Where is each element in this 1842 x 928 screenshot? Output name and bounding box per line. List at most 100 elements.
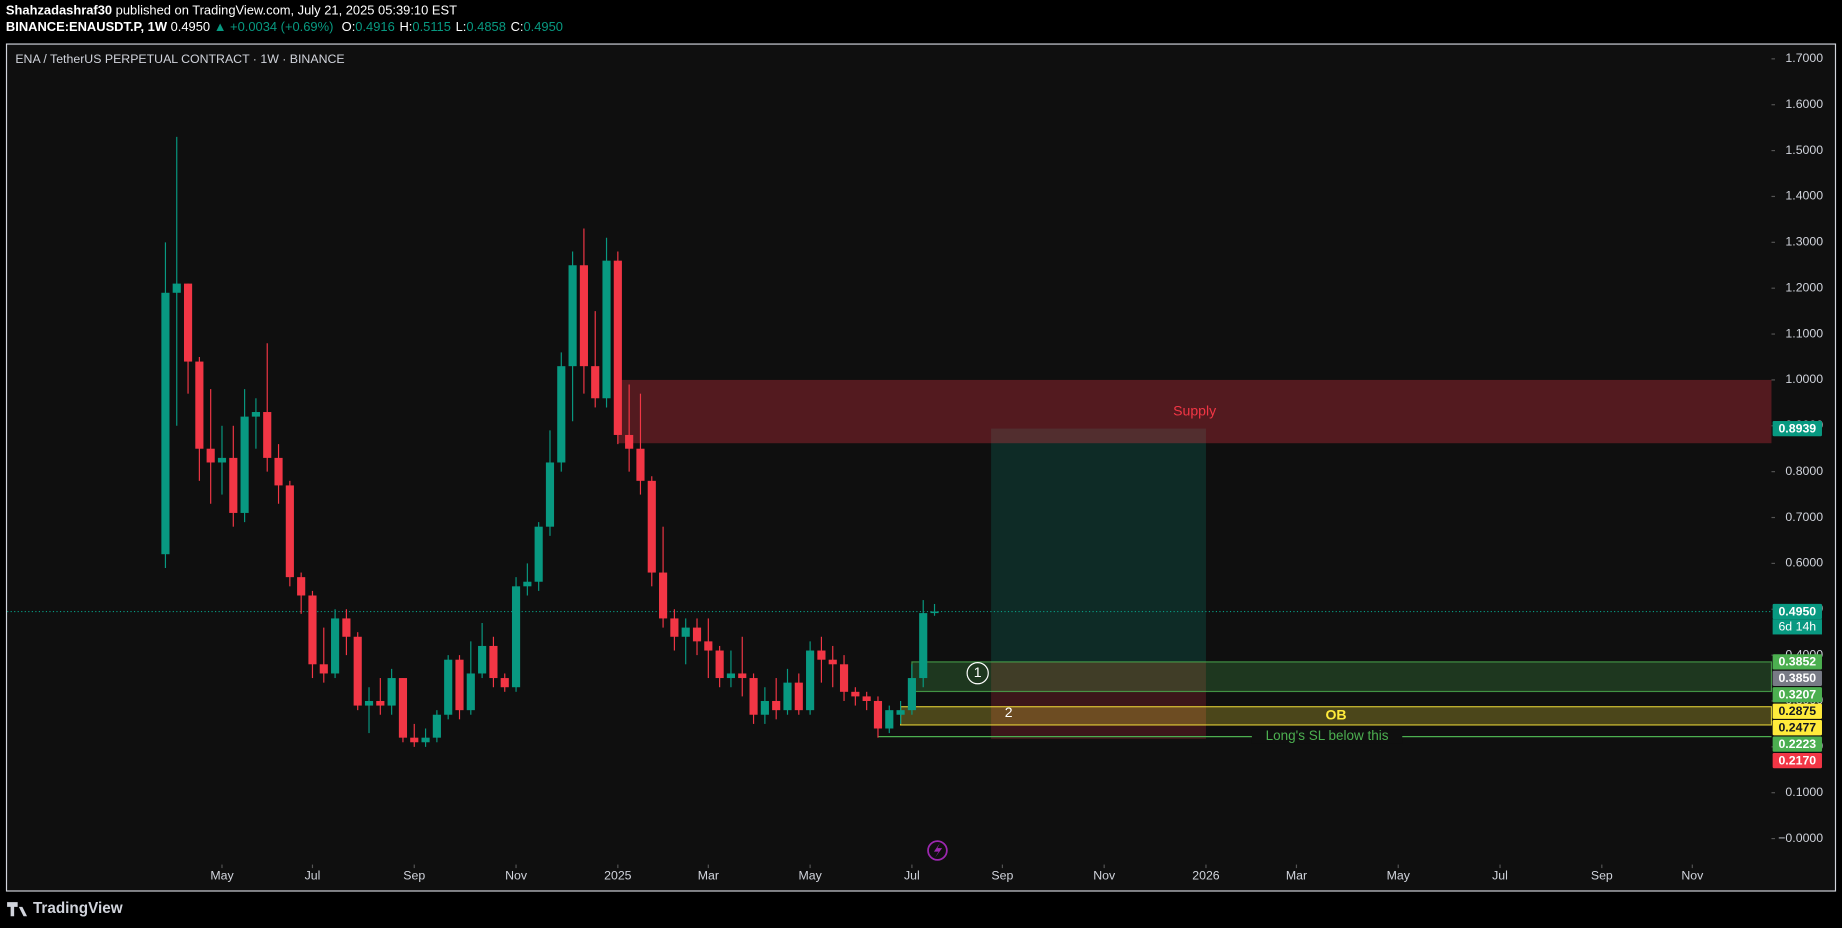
candle-body [240,416,249,513]
candle-body [274,457,283,486]
candle-body [511,586,521,688]
y-tick-label: 1.4000 [1785,189,1823,203]
candle-body [534,526,543,582]
candle-body [896,710,905,715]
zone [911,661,1773,693]
y-tick-label: 1.0000 [1785,372,1823,386]
x-tick-label: May [798,869,822,883]
x-tick-label: Mar [698,869,719,883]
candle-body [828,659,837,665]
candle-body [839,664,849,692]
x-tick-label: Jul [305,869,321,883]
candle-body [930,611,939,614]
candle-body [715,650,724,679]
price-badge-bg [1772,752,1822,769]
candle-body [500,678,509,688]
candle-body [342,618,351,637]
candle-body [319,664,328,674]
candle-body [421,737,430,743]
y-tick-label: 1.7000 [1785,51,1823,65]
level-label: Long's SL below this [1266,728,1389,743]
candle-body [183,283,193,362]
position-profit [991,428,1206,662]
candle-body [353,636,362,706]
replay-icon [927,840,948,861]
candle-body [285,485,294,578]
author: Shahzadashraf30 [6,3,112,18]
price-badge-bg [1772,703,1822,719]
candle-body [172,283,181,293]
y-tick-label: 1.1000 [1785,326,1823,340]
x-tick-label: May [1387,869,1411,883]
candle-body [297,577,306,596]
ohlc-value: 0.4950 [523,20,562,35]
candle-body [545,462,555,527]
x-tick-label: 2025 [604,869,632,883]
candle-body [217,457,227,463]
candle-body [263,412,272,458]
header-line: Shahzadashraf30 published on TradingView… [6,3,457,18]
candle-body [806,650,815,711]
plot: Supply 1 OB 2 Long's SL below this [7,58,1775,869]
price-badge: 0.2875 [1778,704,1816,718]
candle-body [692,627,702,642]
symbol: BINANCE:ENAUSDT.P, 1W [6,20,168,35]
candle-body [331,618,340,674]
candle-body [613,260,622,435]
zone [617,379,1772,444]
chart-title: ENA / TetherUS PERPETUAL CONTRACT · 1W ·… [15,52,344,66]
candle-body [308,595,317,665]
candle-body [602,260,611,399]
price-badge-bg [1772,420,1822,437]
last-price-badge: 0.4950 [1778,604,1816,618]
candle-body [432,714,441,738]
candle-body [873,700,883,729]
x-tick-label: Nov [1681,869,1704,883]
candle-body [579,265,588,367]
ohlc-value: 0.4916 [355,20,394,35]
x-tick-label: Jul [1492,869,1508,883]
y-tick-label: 1.5000 [1785,143,1823,157]
price-badge-bg [1772,736,1822,752]
zone-marker: 1 [974,664,982,680]
candle-body [557,366,566,463]
zone-label: OB [1325,707,1346,723]
candle-body [704,641,713,651]
candle-body [489,645,498,679]
y-tick-label: 1.2000 [1785,280,1823,294]
countdown-bg [1772,619,1822,635]
ohlc-key: O: [342,20,356,35]
candle-body [794,682,803,711]
price-badge-bg [1772,720,1822,736]
x-tick-label: Mar [1286,869,1307,883]
last-price-badge-bg [1772,603,1822,620]
price-badge: 0.8939 [1778,421,1816,435]
x-tick-label: Nov [505,869,528,883]
price-badge: 0.3207 [1778,688,1816,702]
position-loss [991,661,1206,740]
x-tick-label: 2026 [1192,869,1220,883]
y-tick-label: 0.8000 [1785,464,1823,478]
ohlc-value: 0.4858 [466,20,505,35]
x-tick-label: Nov [1093,869,1116,883]
candle-body [229,457,238,513]
ohlc-key: L: [456,20,467,35]
candle-body [885,710,894,729]
candle-body [410,737,419,743]
ohlc-key: H: [399,20,412,35]
x-tick-label: Jul [904,869,920,883]
candle-body [568,265,577,367]
candle-body [772,700,781,711]
price-badge: 0.3852 [1778,655,1816,669]
candle-body [398,678,408,738]
x-tick-label: Sep [1591,869,1613,883]
candle-body [444,659,453,715]
candle-body [907,678,916,711]
y-tick-label: 1.6000 [1785,97,1823,111]
candle-body [647,480,656,573]
y-tick-label: −0.0000 [1778,831,1823,845]
y-tick-label: 1.3000 [1785,235,1823,249]
level-label-bg [1251,729,1403,744]
